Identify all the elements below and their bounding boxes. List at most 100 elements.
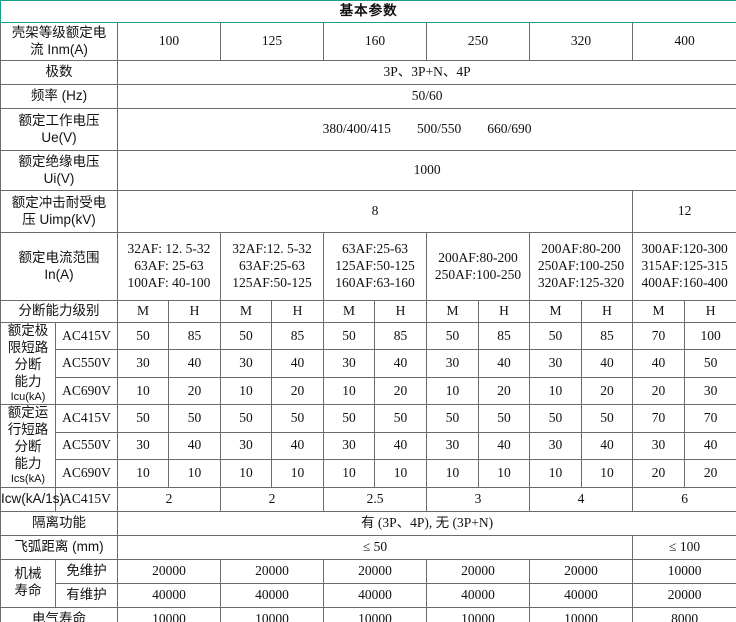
ui-value: 1000 <box>116 150 736 191</box>
mech-life-label: 机械 寿命 <box>0 558 56 608</box>
table-banner-row: 基本参数 <box>0 0 736 23</box>
ics-cell: 40 <box>478 431 530 461</box>
ics-cell: 10 <box>478 459 530 488</box>
rated-working-voltage-row: 额定工作电压 Ue(V) 380/400/415 500/550 660/690 <box>0 108 736 151</box>
mech-life-cell: 40000 <box>117 582 221 608</box>
icu-cell: 30 <box>426 349 479 378</box>
icu-cell: 20 <box>632 376 685 406</box>
icu-cell: 50 <box>117 321 169 351</box>
af-line: 100AF: 40-100 <box>127 274 211 290</box>
icw-cell: 2 <box>117 486 221 512</box>
ics-cell: 10 <box>117 459 169 488</box>
ics-cell: 50 <box>323 404 375 433</box>
icw-voltage: AC415V <box>55 486 118 512</box>
af-line: 63AF:25-63 <box>341 241 408 257</box>
ics-cell: 10 <box>323 459 375 488</box>
current-range-col-160: 63AF:25-63 125AF:50-125 160AF:63-160 <box>323 232 427 301</box>
frame-value-160: 160 <box>323 22 427 61</box>
af-line: 125AF:50-125 <box>232 274 312 290</box>
current-range-col-250: 200AF:80-200 250AF:100-250 <box>426 232 530 301</box>
icu-cell: 40 <box>271 349 324 378</box>
current-range-col-100: 32AF: 12. 5-32 63AF: 25-63 100AF: 40-100 <box>117 232 221 301</box>
icu-cell: 20 <box>478 376 530 406</box>
icu-label: 额定极 限短路 分断 能力 Icu(kA) <box>0 321 56 406</box>
af-line: 32AF: 12. 5-32 <box>127 241 211 257</box>
frame-rating-row: 壳架等级额定电 流 Inm(A) 100 125 160 250 320 400 <box>0 22 736 61</box>
ics-label-line2: 行短路 <box>7 422 49 438</box>
grade-cell: M <box>529 300 582 323</box>
icu-row-ac550v: AC550V 30 40 30 40 30 40 30 40 30 40 40 … <box>1 349 736 378</box>
rated-insulation-voltage-row: 额定绝缘电压 Ui(V) 1000 <box>0 150 736 191</box>
af-line: 32AF:12. 5-32 <box>232 241 312 257</box>
mech-life-cell: 40000 <box>529 582 633 608</box>
ics-cell: 30 <box>529 431 582 461</box>
icw-row: Icw(kA/1s) AC415V 2 2 2.5 3 4 6 <box>0 486 736 512</box>
icu-cell: 40 <box>581 349 633 378</box>
frame-value-400: 400 <box>631 22 736 61</box>
icu-cell: 40 <box>632 349 685 378</box>
mech-life-row-maintained: 有维护 40000 40000 40000 40000 40000 20000 <box>1 582 736 608</box>
elec-life-cell: 10000 <box>323 606 427 622</box>
icu-cell: 10 <box>426 376 479 406</box>
current-range-label: 额定电流范围 In(A) <box>0 232 118 301</box>
mech-life-type-free: 免维护 <box>55 558 118 584</box>
grade-cell: H <box>168 300 221 323</box>
frame-value-125: 125 <box>220 22 324 61</box>
ics-voltage-690: AC690V <box>55 459 118 488</box>
ics-cell: 10 <box>374 459 427 488</box>
frequency-value: 50/60 <box>116 84 736 109</box>
isolation-label: 隔离功能 <box>0 510 118 536</box>
icu-cell: 70 <box>632 321 685 351</box>
frame-value-250: 250 <box>426 22 530 61</box>
mech-life-row-maintenance-free: 机械 寿命 免维护 20000 20000 20000 20000 20000 … <box>0 558 736 608</box>
elec-life-cell: 10000 <box>426 606 530 622</box>
icw-label: Icw(kA/1s) <box>0 486 64 512</box>
ics-cell: 50 <box>117 404 169 433</box>
mech-life-cell: 20000 <box>631 582 736 608</box>
elec-life-cell: 10000 <box>529 606 633 622</box>
grade-cell: H <box>478 300 530 323</box>
icu-cell: 10 <box>323 376 375 406</box>
elec-life-label: 电气寿命 <box>0 606 118 622</box>
af-line: 160AF:63-160 <box>335 274 415 290</box>
af-line: 63AF:25-63 <box>238 258 305 274</box>
ue-value-3: 660/690 <box>487 121 532 137</box>
icu-label-line3: 分断 <box>14 356 42 372</box>
icu-cell: 40 <box>478 349 530 378</box>
ics-cell: 50 <box>220 404 272 433</box>
mech-life-cell: 20000 <box>117 558 221 584</box>
icu-cell: 40 <box>168 349 221 378</box>
mech-life-type-maintained: 有维护 <box>55 582 118 608</box>
elec-life-cell: 10000 <box>220 606 324 622</box>
ics-cell: 50 <box>271 404 324 433</box>
icu-cell: 85 <box>271 321 324 351</box>
banner-title: 基本参数 <box>0 0 736 23</box>
icu-voltage-690: AC690V <box>55 376 118 406</box>
icu-row-ac415v: 额定极 限短路 分断 能力 Icu(kA) AC415V 50 85 50 85… <box>0 321 736 406</box>
ics-cell: 50 <box>478 404 530 433</box>
frame-rating-label-line2: 流 Inm(A) <box>30 41 88 57</box>
uimp-value-last: 12 <box>631 190 736 233</box>
icu-cell: 30 <box>117 349 169 378</box>
ics-cell: 20 <box>632 459 685 488</box>
ics-cell: 10 <box>168 459 221 488</box>
ics-label-line4: 能力 <box>14 455 42 471</box>
mech-life-label-line2: 寿命 <box>14 583 42 598</box>
grade-cell: H <box>683 300 736 323</box>
ics-cell: 50 <box>581 404 633 433</box>
ics-cell: 40 <box>374 431 427 461</box>
current-range-col-125: 32AF:12. 5-32 63AF:25-63 125AF:50-125 <box>220 232 324 301</box>
icu-cell: 30 <box>220 349 272 378</box>
frame-rating-label-line1: 壳架等级额定电 <box>11 24 107 40</box>
icu-cell: 85 <box>581 321 633 351</box>
icu-cell: 10 <box>117 376 169 406</box>
icu-cell: 30 <box>323 349 375 378</box>
icu-cell: 85 <box>374 321 427 351</box>
uimp-label: 额定冲击耐受电 压 Uimp(kV) <box>0 190 118 233</box>
ics-label-line5: Ics(kA) <box>10 472 46 485</box>
ue-label-line1: 额定工作电压 <box>18 112 100 128</box>
ue-values: 380/400/415 500/550 660/690 <box>116 108 736 151</box>
arc-distance-value-last: ≤ 100 <box>631 534 736 560</box>
poles-row: 极数 3P、3P+N、4P <box>0 60 736 85</box>
